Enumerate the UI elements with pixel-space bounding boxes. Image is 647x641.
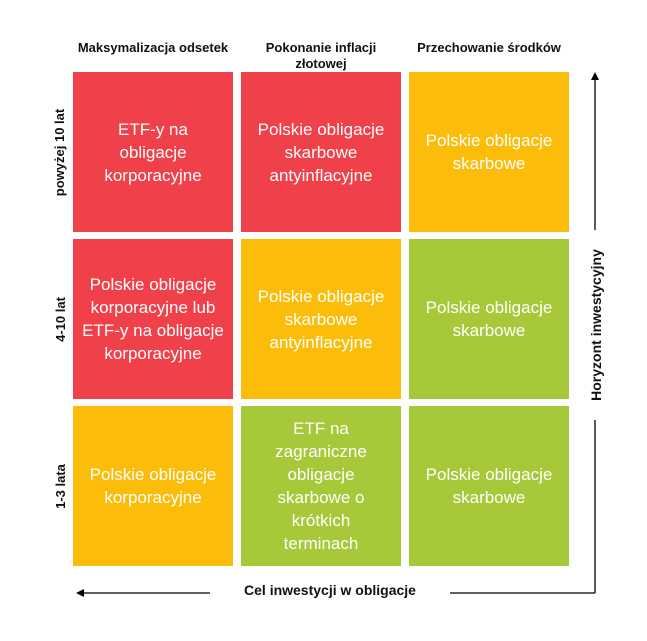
- matrix-cell: Polskie obligacje skarbowe: [409, 406, 569, 566]
- axis-label-backdrop: [210, 584, 450, 602]
- column-header-maximize-interest: Maksymalizacja odsetek: [77, 40, 229, 55]
- matrix-cell: Polskie obligacje skarbowe: [409, 239, 569, 399]
- matrix-cell: Polskie obligacje skarbowe antyinflacyjn…: [241, 72, 401, 232]
- cell-text: ETF-y na obligacje korporacyjne: [104, 119, 202, 185]
- matrix-cell: ETF na zagraniczne obligacje skarbowe o …: [241, 406, 401, 566]
- column-header-store-funds: Przechowanie środków: [417, 40, 561, 55]
- x-axis-label: Cel inwestycji w obligacje: [244, 582, 416, 598]
- column-header-beat-inflation: Pokonanie inflacji złotowej: [265, 40, 377, 71]
- cell-text: Polskie obligacje skarbowe antyinflacyjn…: [257, 119, 385, 185]
- cell-text: Polskie obligacje skarbowe: [425, 465, 553, 507]
- y-axis-label: Horyzont inwestycyjny: [586, 240, 606, 410]
- up-arrowhead-icon: [591, 72, 599, 80]
- left-arrowhead-icon: [76, 589, 84, 597]
- matrix-cell: Polskie obligacje korporacyjne lub ETF-y…: [73, 239, 233, 399]
- cell-text: Polskie obligacje korporacyjne: [89, 465, 217, 507]
- cell-text: ETF na zagraniczne obligacje skarbowe o …: [275, 419, 367, 553]
- matrix-cell: ETF-y na obligacje korporacyjne: [73, 72, 233, 232]
- cell-text: Polskie obligacje skarbowe antyinflacyjn…: [257, 286, 385, 352]
- matrix-cell: Polskie obligacje skarbowe: [409, 72, 569, 232]
- matrix-cell: Polskie obligacje korporacyjne: [73, 406, 233, 566]
- cell-text: Polskie obligacje korporacyjne lub ETF-y…: [82, 275, 224, 363]
- cell-text: Polskie obligacje skarbowe: [425, 298, 553, 340]
- axis-label-backdrop: [586, 230, 604, 420]
- matrix-cell: Polskie obligacje skarbowe antyinflacyjn…: [241, 239, 401, 399]
- cell-text: Polskie obligacje skarbowe: [425, 131, 553, 173]
- y-axis-label-text: Horyzont inwestycyjny: [588, 249, 605, 401]
